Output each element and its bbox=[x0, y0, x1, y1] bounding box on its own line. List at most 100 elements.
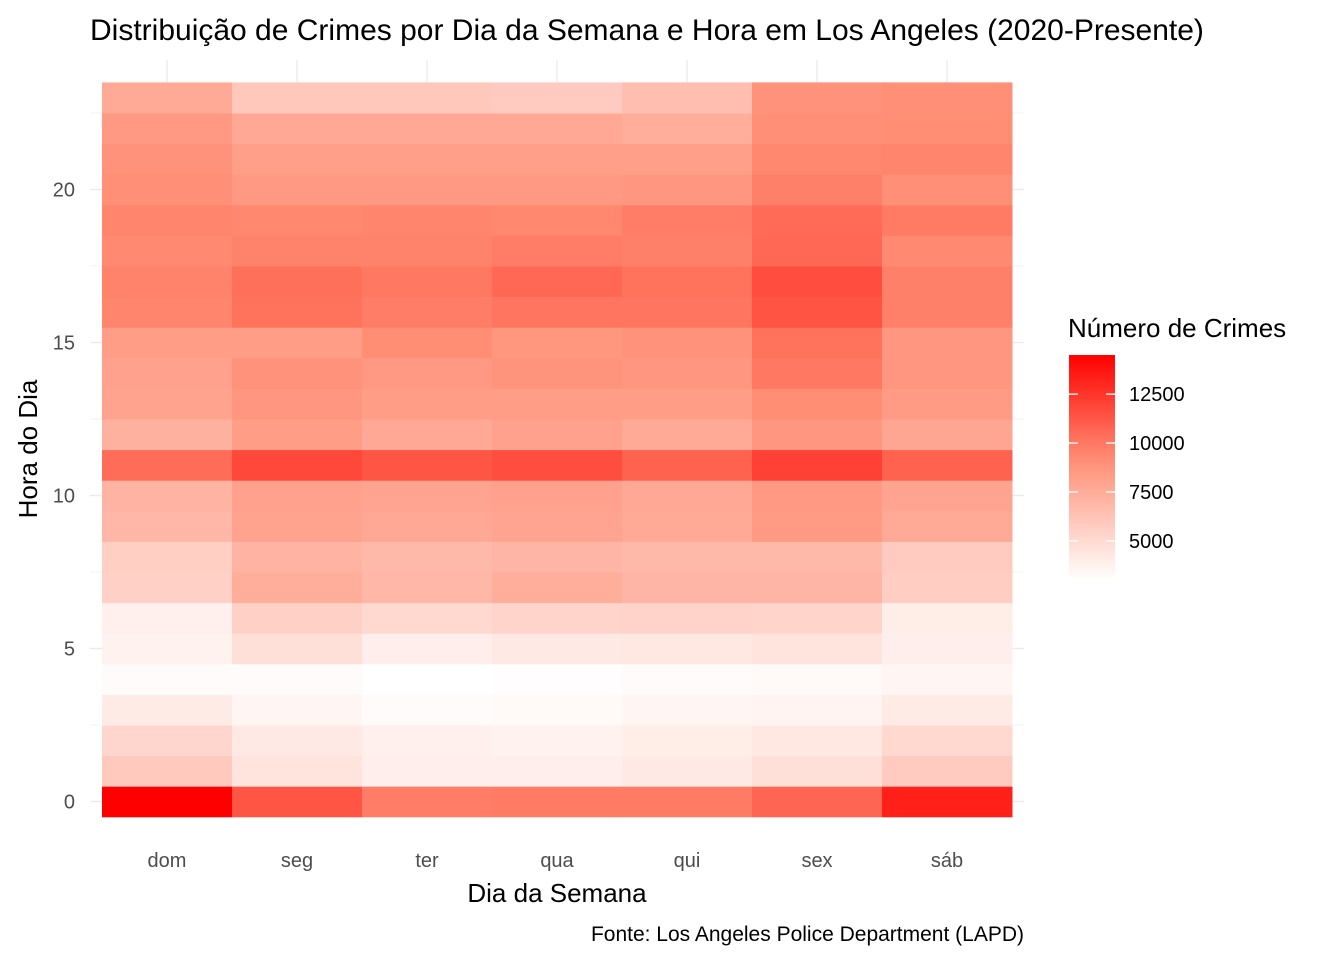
heatmap-cell bbox=[232, 480, 363, 512]
heatmap-cell bbox=[882, 143, 1013, 175]
color-legend: Número de Crimes 5000 7500 10000 12500 bbox=[1068, 313, 1286, 580]
heatmap-cell bbox=[362, 235, 493, 267]
heatmap-cell bbox=[492, 235, 623, 267]
heatmap-cell bbox=[752, 694, 883, 726]
heatmap-cell bbox=[492, 419, 623, 451]
heatmap-cell bbox=[102, 541, 233, 573]
heatmap-cell bbox=[102, 82, 233, 114]
heatmap-cell bbox=[882, 204, 1013, 236]
heatmap-cell bbox=[752, 663, 883, 695]
x-tick-label: sex bbox=[801, 850, 832, 872]
heatmap-cell bbox=[622, 786, 753, 818]
heatmap-cell bbox=[492, 296, 623, 328]
heatmap-cell bbox=[622, 419, 753, 451]
heatmap-cell bbox=[492, 449, 623, 481]
heatmap-cell bbox=[362, 449, 493, 481]
heatmap-cell bbox=[882, 786, 1013, 818]
heatmap-cell bbox=[882, 327, 1013, 359]
heatmap-cell bbox=[492, 82, 623, 114]
heatmap-cell bbox=[882, 633, 1013, 665]
heatmap-cell bbox=[102, 143, 233, 175]
heatmap-cell bbox=[102, 419, 233, 451]
heatmap-cell bbox=[232, 327, 363, 359]
heatmap-cell bbox=[362, 419, 493, 451]
heatmap-cell bbox=[492, 357, 623, 389]
heatmap-cell bbox=[622, 725, 753, 757]
heatmap-cell bbox=[622, 174, 753, 206]
heatmap-cell bbox=[232, 510, 363, 542]
heatmap-cell bbox=[752, 143, 883, 175]
legend-title: Número de Crimes bbox=[1068, 313, 1286, 343]
heatmap-cell bbox=[492, 633, 623, 665]
heatmap-cell bbox=[232, 204, 363, 236]
heatmap-cell bbox=[232, 174, 363, 206]
heatmap-cell bbox=[102, 725, 233, 757]
heatmap-cell bbox=[102, 266, 233, 298]
legend-tick-label: 5000 bbox=[1129, 531, 1174, 553]
heatmap-cell bbox=[882, 113, 1013, 145]
heatmap-cell bbox=[102, 694, 233, 726]
heatmap-cell bbox=[362, 541, 493, 573]
heatmap-cell bbox=[362, 143, 493, 175]
heatmap-cell bbox=[492, 174, 623, 206]
heatmap-cell bbox=[622, 510, 753, 542]
heatmap-cell bbox=[362, 357, 493, 389]
heatmap-cell bbox=[622, 388, 753, 420]
heatmap-cell bbox=[492, 266, 623, 298]
heatmap-cell bbox=[752, 725, 883, 757]
heatmap-cell bbox=[232, 786, 363, 818]
chart-caption: Fonte: Los Angeles Police Department (LA… bbox=[591, 923, 1024, 946]
y-axis-ticks: 0 5 10 15 20 bbox=[53, 180, 75, 814]
heatmap-cell bbox=[752, 174, 883, 206]
heatmap-cell bbox=[492, 694, 623, 726]
heatmap-cell bbox=[882, 235, 1013, 267]
heatmap-cells bbox=[102, 82, 1013, 818]
heatmap-cell bbox=[232, 357, 363, 389]
heatmap-cell bbox=[362, 663, 493, 695]
x-tick-label: ter bbox=[415, 850, 439, 872]
heatmap-cell bbox=[752, 266, 883, 298]
y-tick-label: 20 bbox=[53, 180, 75, 202]
heatmap-cell bbox=[622, 633, 753, 665]
heatmap-cell bbox=[622, 204, 753, 236]
heatmap-cell bbox=[102, 174, 233, 206]
heatmap-cell bbox=[362, 694, 493, 726]
heatmap-cell bbox=[232, 755, 363, 787]
heatmap-cell bbox=[492, 388, 623, 420]
x-tick-label: sáb bbox=[931, 850, 963, 872]
heatmap-cell bbox=[362, 633, 493, 665]
legend-ticks: 5000 7500 10000 12500 bbox=[1069, 384, 1185, 553]
heatmap-cell bbox=[752, 235, 883, 267]
heatmap-cell bbox=[492, 204, 623, 236]
heatmap-cell bbox=[622, 480, 753, 512]
heatmap-cell bbox=[232, 572, 363, 604]
heatmap-cell bbox=[882, 755, 1013, 787]
heatmap-cell bbox=[882, 510, 1013, 542]
heatmap-cell bbox=[492, 541, 623, 573]
y-tick-label: 5 bbox=[64, 639, 75, 661]
heatmap-cell bbox=[622, 357, 753, 389]
heatmap-cell bbox=[752, 296, 883, 328]
heatmap-cell bbox=[102, 480, 233, 512]
chart-title: Distribuição de Crimes por Dia da Semana… bbox=[90, 14, 1204, 47]
heatmap-cell bbox=[752, 786, 883, 818]
heatmap-cell bbox=[362, 327, 493, 359]
heatmap-cell bbox=[622, 572, 753, 604]
x-tick-label: qua bbox=[540, 850, 574, 872]
heatmap-cell bbox=[752, 357, 883, 389]
heatmap-cell bbox=[232, 449, 363, 481]
heatmap-cell bbox=[492, 663, 623, 695]
heatmap-cell bbox=[232, 235, 363, 267]
heatmap-cell bbox=[882, 602, 1013, 634]
heatmap-cell bbox=[622, 449, 753, 481]
heatmap-cell bbox=[882, 480, 1013, 512]
heatmap-cell bbox=[232, 419, 363, 451]
heatmap-cell bbox=[622, 235, 753, 267]
heatmap-cell bbox=[492, 143, 623, 175]
heatmap-cell bbox=[622, 113, 753, 145]
heatmap-cell bbox=[492, 510, 623, 542]
heatmap-cell bbox=[232, 143, 363, 175]
heatmap-cell bbox=[492, 725, 623, 757]
heatmap-cell bbox=[362, 755, 493, 787]
heatmap-cell bbox=[882, 694, 1013, 726]
